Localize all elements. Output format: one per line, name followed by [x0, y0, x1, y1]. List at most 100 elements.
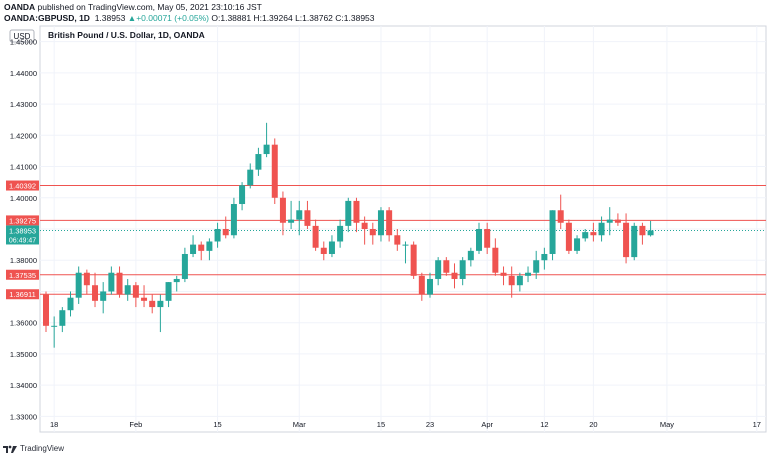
candle-body-up — [337, 225, 344, 242]
candle-body-up — [459, 260, 466, 279]
open-value: 1.38881 — [220, 13, 252, 23]
candle-body-up — [377, 210, 384, 236]
candle-body-up — [476, 229, 483, 251]
x-tick-label: 23 — [426, 420, 434, 429]
candle-body-down — [565, 222, 572, 251]
y-tick-label: 1.43000 — [10, 100, 37, 109]
level-badge-label: 1.37535 — [9, 271, 36, 280]
currency-badge[interactable] — [9, 29, 35, 43]
candle-body-up — [582, 232, 589, 239]
candle-body-up — [124, 285, 131, 295]
x-tick-label: Apr — [481, 420, 493, 429]
candle-body-up — [467, 250, 474, 261]
candle-body-up — [328, 241, 335, 254]
candle-body-down — [508, 275, 515, 286]
x-tick-label: 18 — [50, 420, 58, 429]
candle-body-down — [361, 222, 368, 229]
candle-body-up — [435, 260, 442, 279]
candle-body-up — [173, 278, 180, 283]
candle-body-up — [157, 300, 164, 308]
up-triangle-icon: ▲ — [127, 13, 137, 23]
candle-body-up — [181, 253, 188, 279]
y-tick-label: 1.44000 — [10, 69, 37, 78]
x-tick-label: 15 — [213, 420, 221, 429]
symbol-label: OANDA:GBPUSD, 1D — [4, 13, 90, 23]
low-label: L: — [295, 13, 303, 23]
candle-body-down — [639, 225, 646, 236]
price-chart[interactable]: USD British Pound / U.S. Dollar, 1D, OAN… — [0, 0, 768, 444]
candle-body-up — [541, 253, 548, 261]
candle-body-down — [222, 229, 229, 236]
currency-label: USD — [14, 32, 31, 41]
x-axis-labels: 18 Feb 15 Mar 15 23 Apr 12 20 May 17 — [50, 420, 761, 429]
high-value: 1.39264 — [261, 13, 293, 23]
x-tick-label: 12 — [540, 420, 548, 429]
symbol-ohlc: OANDA:GBPUSD, 1D 1.38953 ▲+0.00071 (+0.0… — [4, 13, 375, 23]
level-badge — [6, 215, 39, 226]
candle-body-up — [247, 169, 254, 186]
x-tick-label: Feb — [129, 420, 142, 429]
level-badges: 1.40392 1.39275 1.37535 1.36911 1.38953 06:49… — [6, 180, 39, 300]
level-badge — [6, 269, 39, 280]
candle-body-down — [279, 197, 286, 223]
level-badge-label: 1.39275 — [9, 216, 36, 225]
publish-text: published on TradingView.com, May 05, 20… — [35, 2, 262, 12]
candle-body-down — [43, 294, 49, 326]
candle-body-up — [631, 225, 638, 258]
candle-body-down — [590, 232, 597, 236]
candle-body-down — [484, 229, 491, 248]
candle-body-up — [647, 230, 654, 236]
candle-body-up — [533, 260, 540, 273]
candles — [43, 122, 654, 348]
candle-body-down — [312, 225, 319, 248]
candle-body-up — [165, 282, 172, 301]
candle-body-down — [394, 235, 401, 245]
candle-body-down — [149, 300, 156, 308]
x-tick-label: Mar — [293, 420, 306, 429]
candle-body-down — [451, 272, 458, 279]
candle-body-up — [230, 204, 237, 236]
candle-body-down — [386, 210, 393, 236]
x-tick-label: May — [660, 420, 674, 429]
candle-body-down — [116, 272, 123, 295]
publish-info: OANDA published on TradingView.com, May … — [4, 2, 262, 12]
candle-body-down — [557, 210, 564, 223]
candle-body-up — [296, 210, 303, 220]
candle-body-up — [598, 222, 605, 236]
candle-body-up — [288, 219, 295, 223]
candle-body-up — [549, 210, 556, 254]
candle-body-down — [353, 200, 360, 223]
y-tick-label: 1.40000 — [10, 194, 37, 203]
candle-body-up — [263, 144, 270, 155]
candle-body-down — [141, 297, 148, 301]
x-tick-label: 20 — [589, 420, 597, 429]
level-badge-label: 1.40392 — [9, 182, 36, 191]
candle-body-up — [516, 275, 523, 286]
close-value: 1.38953 — [343, 13, 375, 23]
last-price-label: 1.38953 — [9, 226, 36, 235]
candle-body-down — [271, 144, 278, 198]
x-tick-label: 17 — [753, 420, 761, 429]
candle-body-down — [492, 247, 499, 273]
candle-body-down — [614, 219, 621, 223]
y-tick-label: 1.33000 — [10, 412, 37, 421]
candle-body-down — [92, 285, 99, 301]
y-tick-label: 1.35000 — [10, 350, 37, 359]
y-tick-label: 1.36000 — [10, 319, 37, 328]
candle-body-down — [443, 260, 450, 273]
last-price: 1.38953 — [94, 13, 126, 23]
low-value: 1.38762 — [302, 13, 333, 23]
candle-body-down — [418, 275, 425, 295]
candle-body-up — [574, 238, 581, 251]
candle-body-down — [623, 222, 630, 258]
y-tick-label: 1.42000 — [10, 131, 37, 140]
candle-body-up — [67, 297, 74, 311]
candle-body-down — [304, 210, 311, 226]
x-tick-label: 15 — [377, 420, 385, 429]
candle-body-up — [606, 219, 613, 223]
candle-body-up — [402, 244, 409, 246]
candle-body-down — [198, 244, 205, 251]
footer: TradingView — [3, 444, 64, 453]
candle-body-up — [59, 310, 66, 326]
price-change: +0.00071 (+0.05%) — [136, 13, 209, 23]
